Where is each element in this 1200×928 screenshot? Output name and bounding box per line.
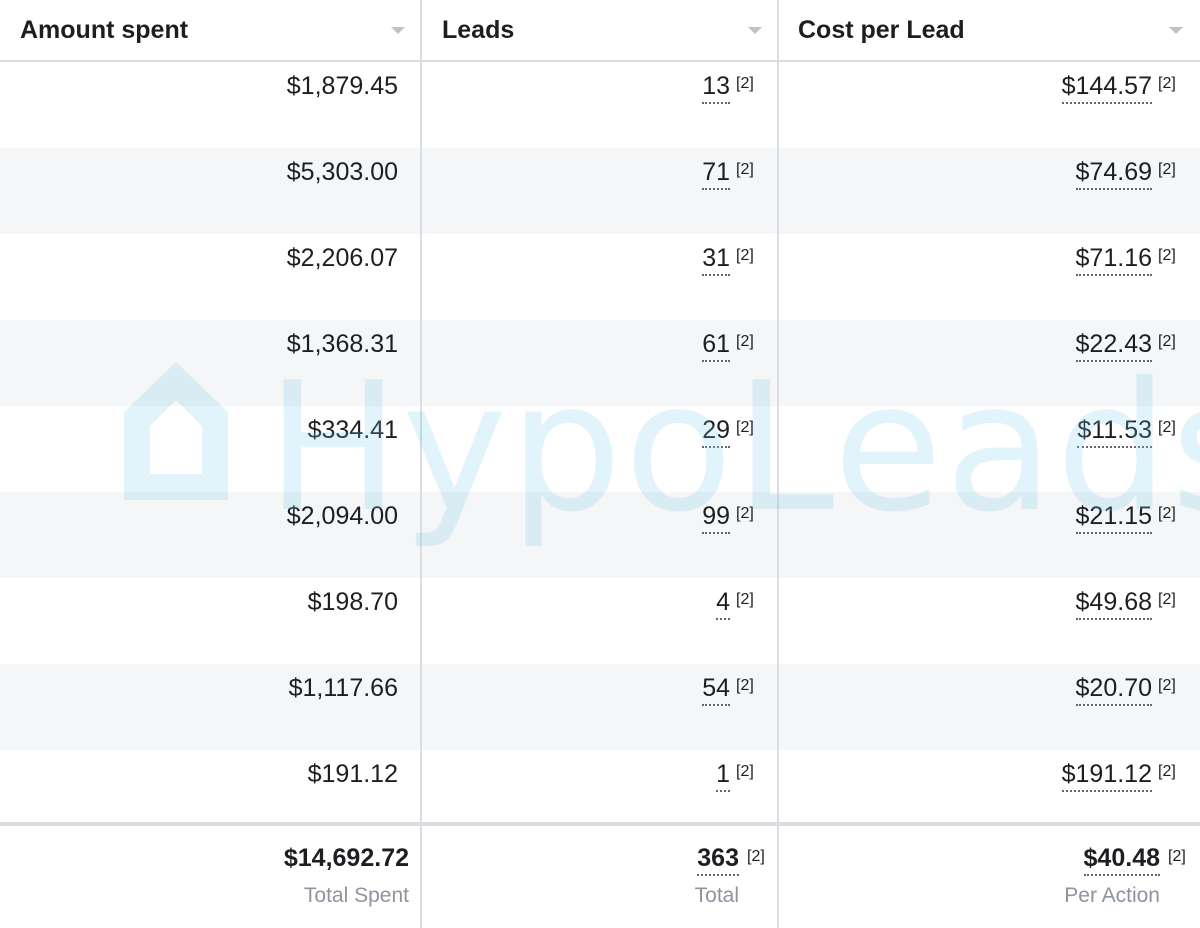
cost-per-lead-value[interactable]: $21.15 xyxy=(1075,502,1152,534)
per-action-label: Per Action xyxy=(1064,884,1160,907)
footnote-marker[interactable]: [2] xyxy=(1158,247,1176,264)
table-row: $5,303.00 71 [2] $74.69 [2] xyxy=(0,148,1200,234)
table-row: $1,117.66 54 [2] $20.70 [2] xyxy=(0,664,1200,750)
sort-caret-down-icon[interactable] xyxy=(391,27,405,34)
cost-per-lead-value[interactable]: $49.68 xyxy=(1075,588,1152,620)
total-spent-label: Total Spent xyxy=(303,884,409,907)
footnote-marker[interactable]: [2] xyxy=(1168,848,1186,865)
table-row: $2,094.00 99 [2] $21.15 [2] xyxy=(0,492,1200,578)
leads-value[interactable]: 1 xyxy=(716,760,730,792)
table-body: $1,879.45 13 [2] $144.57 [2] $5,303.00 7… xyxy=(0,62,1200,836)
amount-spent-cell: $2,206.07 xyxy=(286,244,398,272)
footnote-marker[interactable]: [2] xyxy=(736,505,754,522)
leads-value[interactable]: 29 xyxy=(702,416,730,448)
leads-value[interactable]: 61 xyxy=(702,330,730,362)
cost-per-lead-value[interactable]: $71.16 xyxy=(1075,244,1152,276)
total-amount-spent: $14,692.72 xyxy=(283,844,409,872)
table-totals-row: $14,692.72 Total Spent 363 [2] Total $40… xyxy=(0,822,1200,928)
column-divider xyxy=(777,0,779,928)
sort-caret-down-icon[interactable] xyxy=(1169,27,1183,34)
column-header-label: Leads xyxy=(442,15,515,44)
table-header: Amount spent Leads Cost per Lead xyxy=(0,0,1200,62)
footnote-marker[interactable]: [2] xyxy=(736,677,754,694)
footnote-marker[interactable]: [2] xyxy=(736,763,754,780)
table-row: $334.41 29 [2] $11.53 [2] xyxy=(0,406,1200,492)
cost-per-lead-value[interactable]: $191.12 xyxy=(1061,760,1152,792)
cost-per-lead-value[interactable]: $74.69 xyxy=(1075,158,1152,190)
footnote-marker[interactable]: [2] xyxy=(1158,763,1176,780)
footnote-marker[interactable]: [2] xyxy=(736,161,754,178)
sort-caret-down-icon[interactable] xyxy=(748,27,762,34)
footnote-marker[interactable]: [2] xyxy=(1158,505,1176,522)
amount-spent-cell: $198.70 xyxy=(307,588,398,616)
amount-spent-cell: $334.41 xyxy=(307,416,398,444)
footnote-marker[interactable]: [2] xyxy=(736,333,754,350)
footnote-marker[interactable]: [2] xyxy=(1158,333,1176,350)
footnote-marker[interactable]: [2] xyxy=(1158,75,1176,92)
leads-value[interactable]: 4 xyxy=(716,588,730,620)
total-leads[interactable]: 363 xyxy=(697,844,739,876)
cost-per-lead-value[interactable]: $11.53 xyxy=(1077,416,1152,448)
leads-value[interactable]: 99 xyxy=(702,502,730,534)
leads-value[interactable]: 71 xyxy=(702,158,730,190)
amount-spent-cell: $5,303.00 xyxy=(286,158,398,186)
amount-spent-cell: $1,879.45 xyxy=(286,72,398,100)
column-divider xyxy=(420,0,422,928)
column-header-amount-spent[interactable]: Amount spent xyxy=(0,0,420,60)
column-header-cost-per-lead[interactable]: Cost per Lead xyxy=(778,0,1200,60)
leads-value[interactable]: 31 xyxy=(702,244,730,276)
footnote-marker[interactable]: [2] xyxy=(747,848,765,865)
column-header-label: Cost per Lead xyxy=(798,15,965,44)
footnote-marker[interactable]: [2] xyxy=(736,591,754,608)
footnote-marker[interactable]: [2] xyxy=(1158,419,1176,436)
cost-per-lead-value[interactable]: $20.70 xyxy=(1075,674,1152,706)
table-row: $2,206.07 31 [2] $71.16 [2] xyxy=(0,234,1200,320)
footnote-marker[interactable]: [2] xyxy=(1158,591,1176,608)
footnote-marker[interactable]: [2] xyxy=(736,419,754,436)
leads-value[interactable]: 13 xyxy=(702,72,730,104)
footnote-marker[interactable]: [2] xyxy=(1158,161,1176,178)
table-row: $1,368.31 61 [2] $22.43 [2] xyxy=(0,320,1200,406)
footnote-marker[interactable]: [2] xyxy=(1158,677,1176,694)
amount-spent-cell: $191.12 xyxy=(307,760,398,788)
table-row: $191.12 1 [2] $191.12 [2] xyxy=(0,750,1200,836)
leads-value[interactable]: 54 xyxy=(702,674,730,706)
total-cost-per-lead[interactable]: $40.48 xyxy=(1083,844,1160,876)
total-leads-label: Total xyxy=(694,884,739,907)
table-row: $198.70 4 [2] $49.68 [2] xyxy=(0,578,1200,664)
amount-spent-cell: $1,368.31 xyxy=(286,330,398,358)
amount-spent-cell: $2,094.00 xyxy=(286,502,398,530)
footnote-marker[interactable]: [2] xyxy=(736,247,754,264)
footnote-marker[interactable]: [2] xyxy=(736,75,754,92)
column-header-leads[interactable]: Leads xyxy=(422,0,778,60)
table-row: $1,879.45 13 [2] $144.57 [2] xyxy=(0,62,1200,148)
cost-per-lead-value[interactable]: $144.57 xyxy=(1061,72,1152,104)
amount-spent-cell: $1,117.66 xyxy=(288,674,398,702)
column-header-label: Amount spent xyxy=(20,15,189,44)
cost-per-lead-value[interactable]: $22.43 xyxy=(1075,330,1152,362)
